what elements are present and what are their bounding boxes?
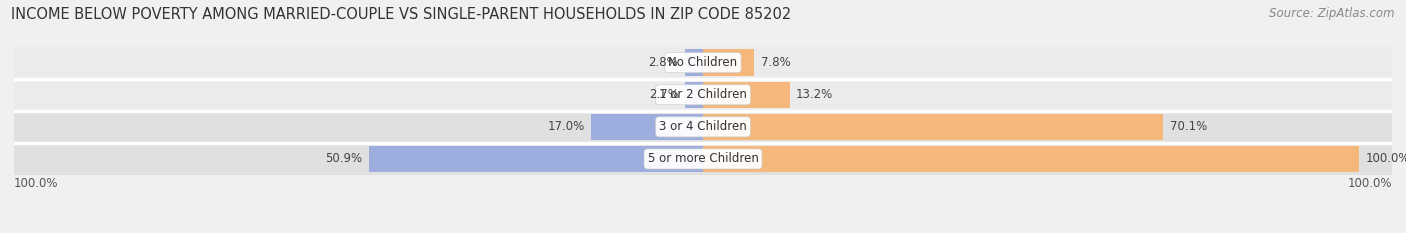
Bar (14, 111, 1392, 143)
Bar (685, 82, 703, 108)
Text: 2.8%: 2.8% (648, 56, 678, 69)
Bar (703, 114, 1163, 140)
Bar (368, 146, 703, 172)
Bar (703, 146, 1360, 172)
Bar (14, 143, 1392, 175)
Text: INCOME BELOW POVERTY AMONG MARRIED-COUPLE VS SINGLE-PARENT HOUSEHOLDS IN ZIP COD: INCOME BELOW POVERTY AMONG MARRIED-COUPL… (11, 7, 792, 22)
Text: Source: ZipAtlas.com: Source: ZipAtlas.com (1270, 7, 1395, 20)
Text: 50.9%: 50.9% (325, 152, 363, 165)
Text: 7.8%: 7.8% (761, 56, 790, 69)
Text: No Children: No Children (668, 56, 738, 69)
Text: 1 or 2 Children: 1 or 2 Children (659, 88, 747, 101)
Text: 100.0%: 100.0% (1365, 152, 1406, 165)
Text: 100.0%: 100.0% (14, 177, 59, 190)
Bar (14, 79, 1392, 111)
Text: 17.0%: 17.0% (548, 120, 585, 133)
Text: 2.7%: 2.7% (648, 88, 679, 101)
Text: 13.2%: 13.2% (796, 88, 834, 101)
Bar (685, 49, 703, 76)
Text: 3 or 4 Children: 3 or 4 Children (659, 120, 747, 133)
Bar (592, 114, 703, 140)
Bar (703, 82, 790, 108)
Bar (703, 49, 754, 76)
Bar (14, 47, 1392, 79)
Text: 70.1%: 70.1% (1170, 120, 1206, 133)
Text: 5 or more Children: 5 or more Children (648, 152, 758, 165)
Text: 100.0%: 100.0% (1347, 177, 1392, 190)
